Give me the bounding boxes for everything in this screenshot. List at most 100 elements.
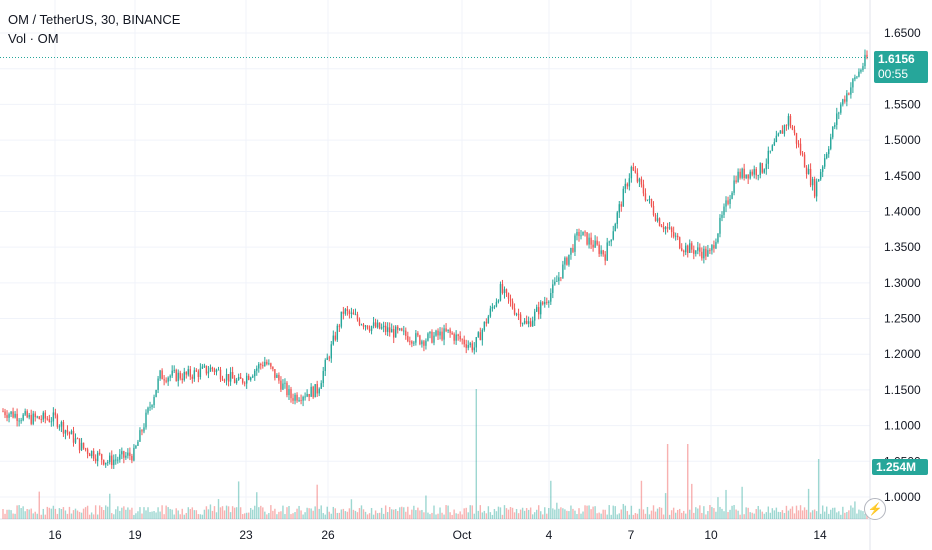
candle-body <box>393 329 395 338</box>
volume-bar <box>666 444 669 519</box>
candle-body <box>598 244 600 254</box>
candle-body <box>495 301 498 307</box>
candle-body <box>141 430 143 432</box>
volume-bar <box>701 512 703 519</box>
volume-bar <box>429 514 431 519</box>
candle-body <box>612 231 614 240</box>
candle-body <box>233 378 236 384</box>
volume-bar <box>433 505 435 519</box>
candle-body <box>334 335 337 340</box>
candle-body <box>84 448 87 450</box>
candle-body <box>163 379 165 381</box>
volume-bar <box>177 510 179 519</box>
volume-bar <box>473 513 475 519</box>
volume-bar <box>296 508 298 519</box>
candle-body <box>147 407 149 413</box>
volume-bar <box>773 510 776 519</box>
volume-bar <box>497 506 500 519</box>
time-axis[interactable]: 16 19 23 26 Oct 4 7 10 14 <box>48 528 827 542</box>
candle-body <box>850 87 852 95</box>
candle-body <box>852 79 854 88</box>
volume-bar <box>771 508 774 519</box>
volume-bar <box>676 509 679 519</box>
volume-bar <box>854 501 856 519</box>
candle-body <box>511 301 514 309</box>
candle-body <box>76 438 79 440</box>
volume-bar <box>354 510 357 519</box>
candle-body <box>435 330 437 336</box>
volume-bar <box>235 507 238 519</box>
candle-body <box>54 412 57 416</box>
volume-bar <box>262 507 264 519</box>
candle-body <box>455 334 457 341</box>
candle-body <box>777 133 780 136</box>
candle-body <box>175 369 177 381</box>
volume-bar <box>58 508 61 519</box>
candle-body <box>828 148 830 155</box>
volume-bar <box>229 512 232 519</box>
volume-bar <box>572 508 574 519</box>
candle-body <box>672 232 675 237</box>
candle-body <box>691 243 693 250</box>
candle-body <box>535 307 538 312</box>
volume-bar <box>817 459 820 519</box>
candle-body <box>24 411 26 415</box>
volume-bar <box>801 510 804 519</box>
candle-body <box>4 411 6 416</box>
price-axis[interactable]: 1.65001.60001.55001.50001.45001.40001.35… <box>884 26 921 504</box>
volume-bar <box>90 512 93 519</box>
volume-bar <box>143 507 145 519</box>
volume-bar <box>821 505 824 519</box>
candle-body <box>540 302 542 315</box>
volume-bar <box>115 509 117 519</box>
candle-body <box>386 327 389 332</box>
candle-body <box>326 357 328 360</box>
candle-body <box>119 454 121 460</box>
price-tick-label: 1.3500 <box>884 240 921 254</box>
chart-grid <box>0 0 871 550</box>
volume-bar <box>501 514 504 519</box>
candle-body <box>705 248 707 257</box>
candle-body <box>848 93 850 95</box>
volume-bar <box>221 506 224 519</box>
volume-bar <box>22 506 24 519</box>
candle-body <box>771 145 774 151</box>
volume-indicator-label[interactable]: Vol · OM <box>8 31 59 46</box>
price-tick-label: 1.2000 <box>884 347 921 361</box>
candle-body <box>105 462 107 465</box>
volume-bar <box>350 499 353 519</box>
candle-body <box>189 369 192 377</box>
volume-bar <box>493 508 496 519</box>
volume-bar <box>231 506 234 519</box>
volume-bar <box>453 509 455 519</box>
volume-bar <box>20 508 22 519</box>
candle-body <box>107 462 109 463</box>
candle-body <box>602 250 604 255</box>
candle-body <box>662 226 665 230</box>
candle-body <box>449 329 451 333</box>
lightning-bolt-icon[interactable]: ⚡ <box>864 498 886 520</box>
candle-body <box>654 215 657 221</box>
candle-body <box>66 430 69 433</box>
symbol-title[interactable]: OM / TetherUS, 30, BINANCE <box>8 12 181 27</box>
candle-body <box>336 325 339 340</box>
volume-bar <box>370 507 373 519</box>
candle-body <box>697 247 699 251</box>
volume-bar <box>407 506 409 519</box>
volume-bar <box>807 488 810 519</box>
volume-bar <box>64 510 67 519</box>
candle-body <box>763 169 765 173</box>
candle-body <box>560 277 562 279</box>
candle-body <box>836 113 838 125</box>
candle-body <box>248 375 250 380</box>
volume-bar <box>463 508 465 519</box>
volume-bar <box>217 499 220 519</box>
volume-bar <box>239 507 242 519</box>
volume-bar <box>531 514 534 519</box>
candle-body <box>489 308 492 317</box>
volume-bar <box>703 506 705 519</box>
candle-body <box>187 369 189 375</box>
candle-body <box>366 325 369 329</box>
volume-bar <box>34 511 36 519</box>
